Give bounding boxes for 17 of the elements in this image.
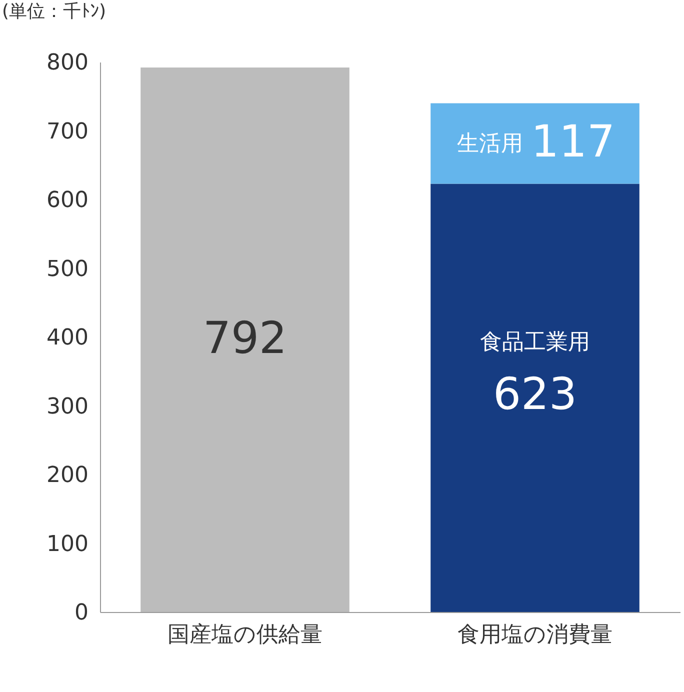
x-tick-label: 食用塩の消費量 — [458, 622, 612, 648]
data-label: 792 — [203, 312, 287, 364]
series-label: 食品工業用 — [480, 330, 590, 355]
y-tick-label: 700 — [46, 119, 88, 144]
y-tick-label: 600 — [46, 188, 88, 213]
data-label: 117 — [531, 116, 615, 168]
x-tick-label: 国産塩の供給量 — [168, 622, 322, 648]
text: (単位：千ﾄﾝ) — [2, 1, 106, 22]
y-tick-label: 300 — [46, 394, 88, 420]
series-label: 生活用 — [457, 131, 523, 156]
y-tick-label: 800 — [46, 50, 88, 76]
data-label: 623 — [493, 368, 577, 420]
y-tick-label: 400 — [46, 326, 88, 350]
y-tick-label: 500 — [46, 256, 88, 282]
y-tick-label: 200 — [46, 463, 88, 488]
y-tick-label: 0 — [74, 600, 88, 626]
y-tick-label: 100 — [46, 532, 88, 557]
